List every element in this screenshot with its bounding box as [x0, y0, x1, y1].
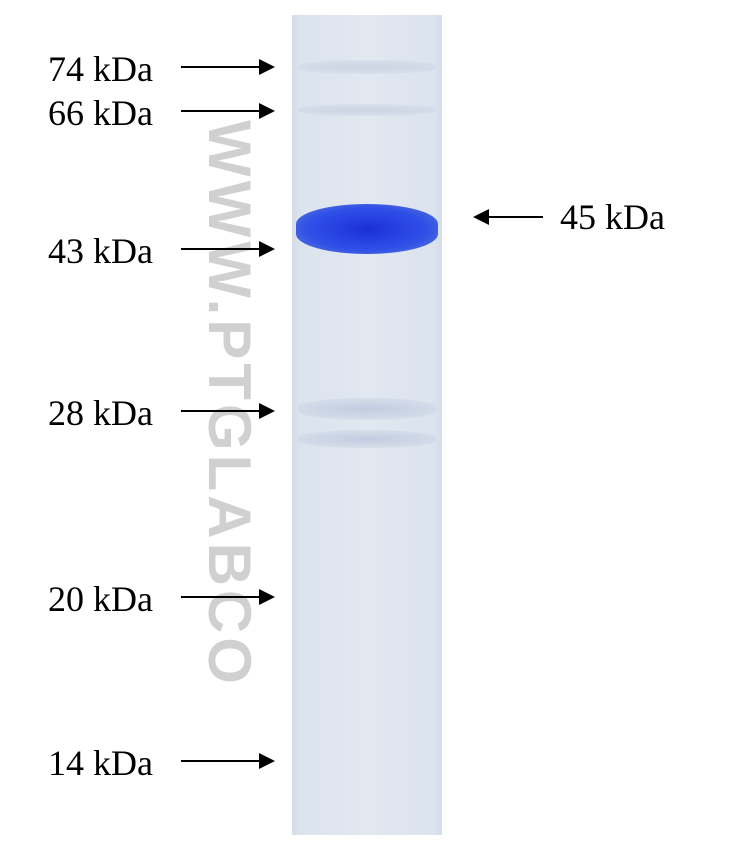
gel-figure: WWW.PTGLABCO 74 kDa 66 kDa 43 kDa 28 kDa… — [0, 0, 739, 845]
arrow-left-icon — [475, 216, 543, 218]
target-band — [296, 204, 438, 254]
watermark-text: WWW.PTGLABCO — [195, 120, 264, 688]
arrow-right-icon — [181, 596, 273, 598]
marker-label: 28 kDa — [48, 392, 153, 434]
marker-label: 43 kDa — [48, 230, 153, 272]
target-label: 45 kDa — [560, 196, 665, 238]
marker-label: 14 kDa — [48, 742, 153, 784]
faint-band — [298, 398, 436, 420]
arrow-right-icon — [181, 110, 273, 112]
arrow-right-icon — [181, 760, 273, 762]
gel-lane — [292, 15, 442, 835]
arrow-right-icon — [181, 66, 273, 68]
marker-label: 74 kDa — [48, 48, 153, 90]
faint-band — [298, 430, 436, 448]
arrow-right-icon — [181, 410, 273, 412]
marker-label: 20 kDa — [48, 578, 153, 620]
faint-band — [298, 60, 436, 74]
faint-band — [298, 104, 436, 116]
arrow-right-icon — [181, 248, 273, 250]
marker-label: 66 kDa — [48, 92, 153, 134]
